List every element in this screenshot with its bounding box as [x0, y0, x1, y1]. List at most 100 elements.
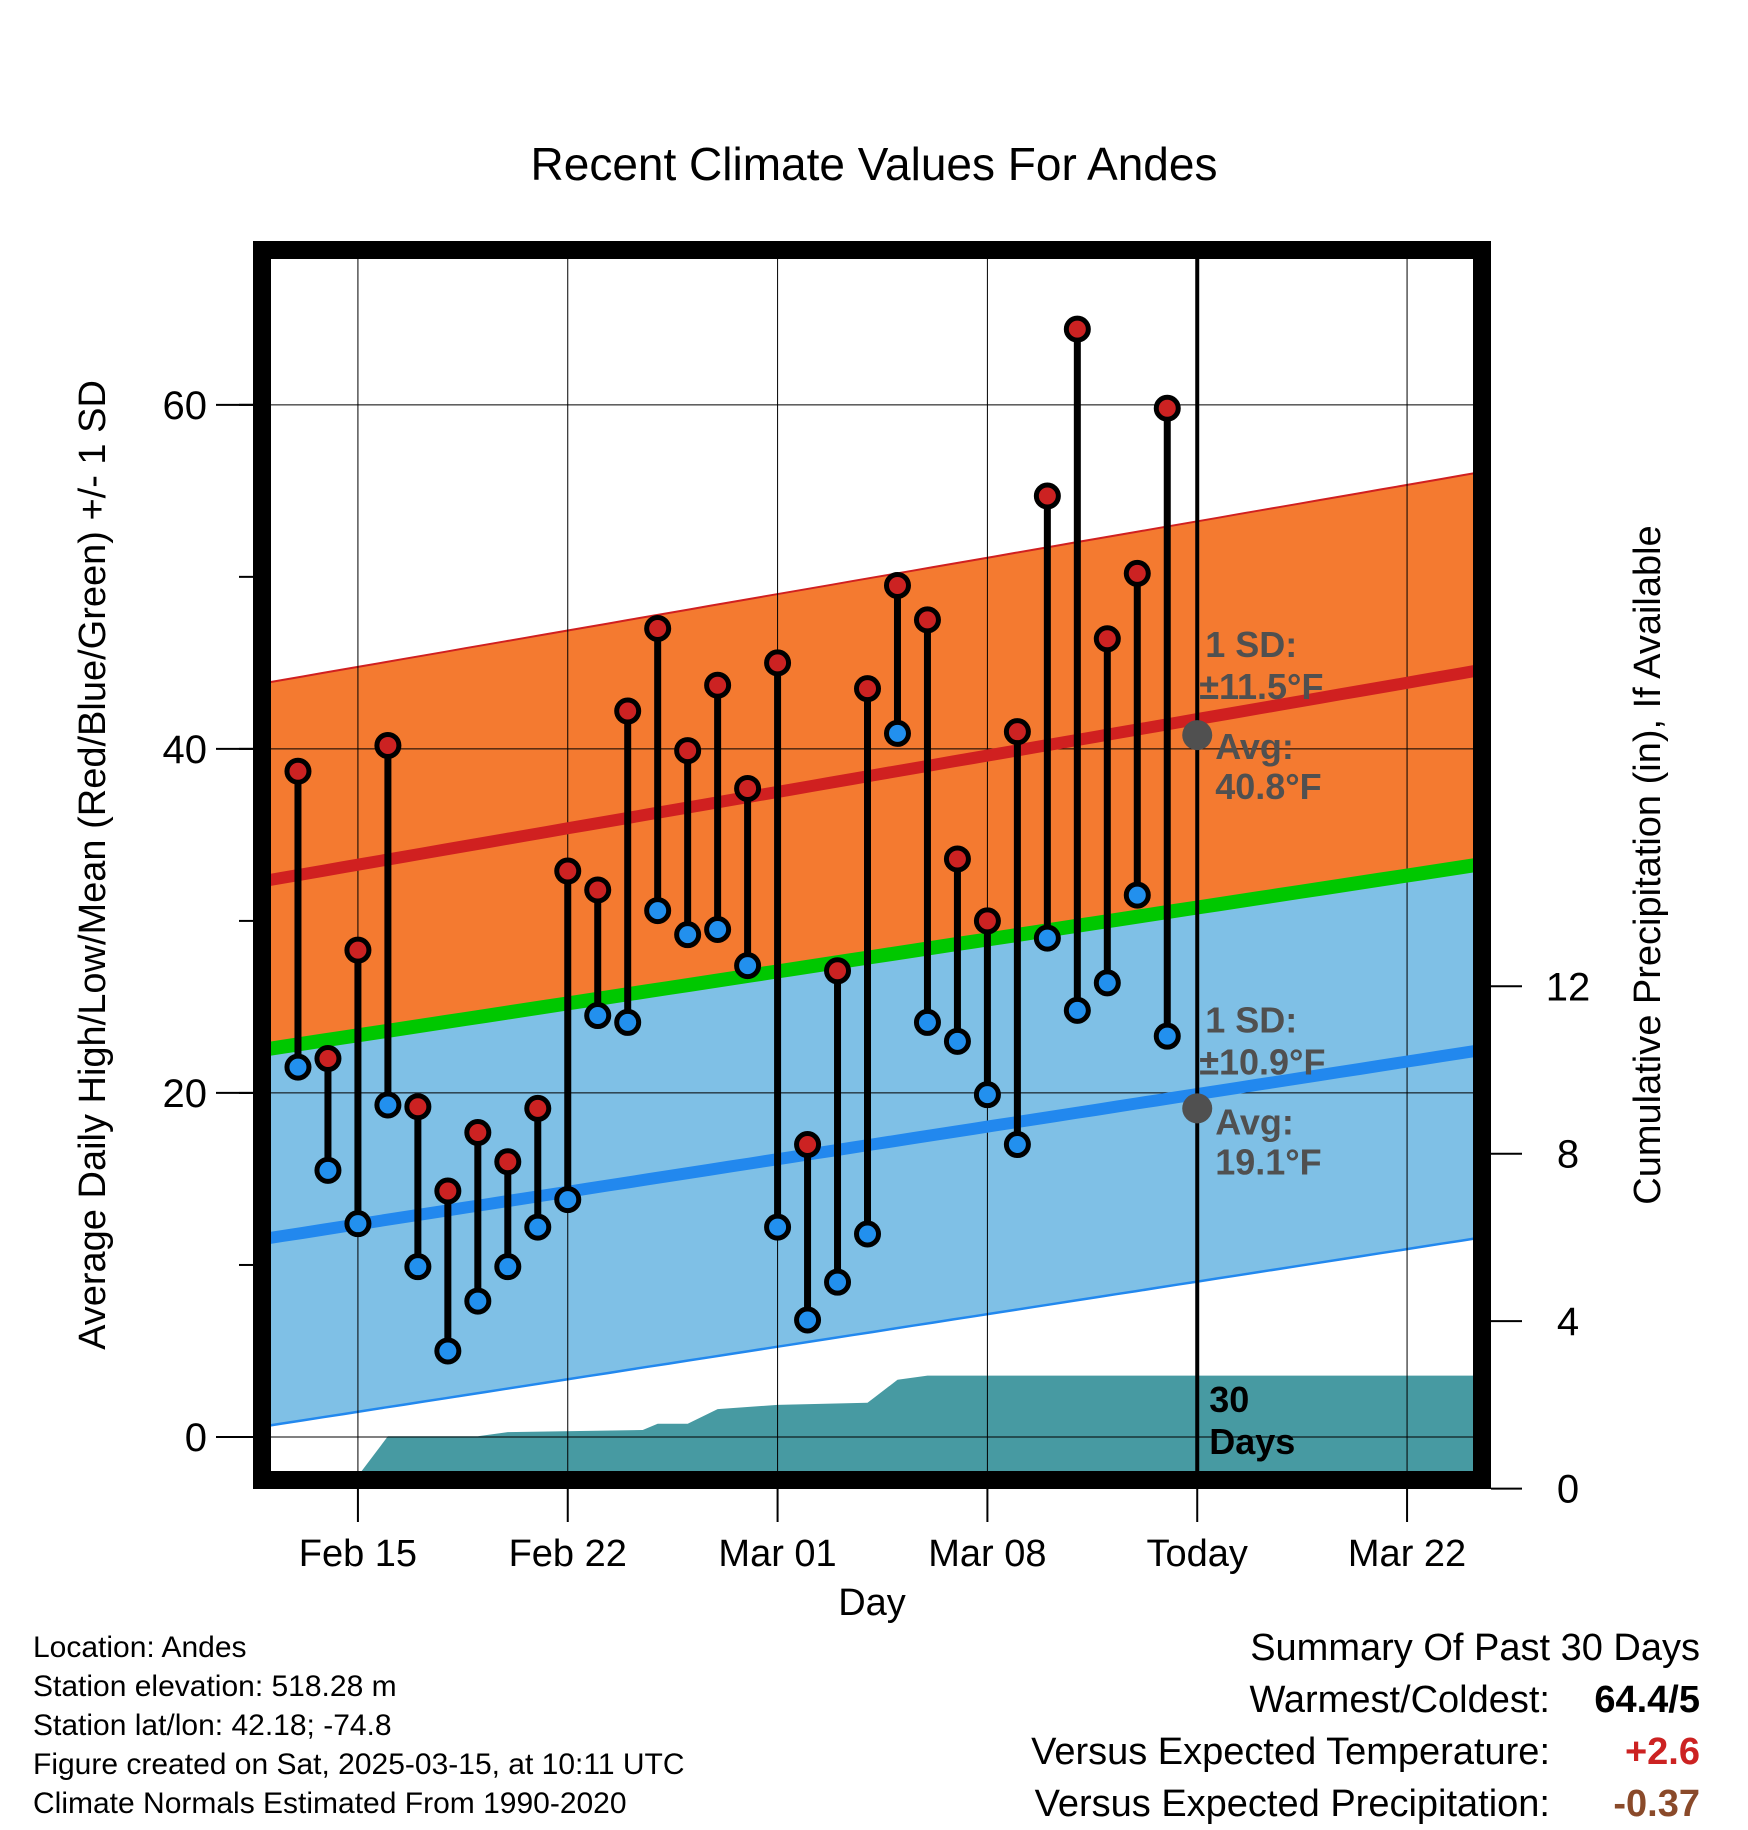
daily-high-point	[1093, 625, 1121, 653]
daily-high-point	[644, 614, 672, 642]
x-tick-label: Mar 22	[1348, 1533, 1466, 1575]
daily-high-point	[344, 936, 372, 964]
x-tick-label: Today	[1147, 1533, 1248, 1575]
daily-low-point	[1063, 996, 1091, 1024]
daily-high-point	[883, 571, 911, 599]
daily-high-point	[404, 1093, 432, 1121]
daily-low-point	[284, 1053, 312, 1081]
daily-high-point	[764, 649, 792, 677]
y-axis-label-left: Average Daily High/Low/Mean (Red/Blue/Gr…	[72, 380, 114, 1350]
y-tick-label: 40	[163, 728, 208, 772]
daily-high-point	[1003, 718, 1031, 746]
y-axis-label-right: Cumulative Precipitation (in), If Availa…	[1627, 525, 1669, 1204]
summary-temp-label: Versus Expected Temperature:	[1031, 1731, 1550, 1773]
daily-low-point	[854, 1220, 882, 1248]
daily-low-point	[584, 1002, 612, 1030]
daily-high-point	[374, 731, 402, 759]
daily-high-point	[704, 671, 732, 699]
high-sd-label: 1 SD:	[1205, 624, 1297, 665]
daily-high-point	[284, 757, 312, 785]
daily-low-point	[434, 1337, 462, 1365]
daily-high-point	[913, 606, 941, 634]
daily-high-point	[584, 876, 612, 904]
x-axis-label: Day	[838, 1582, 906, 1624]
daily-low-point	[913, 1008, 941, 1036]
daily-high-point	[494, 1148, 522, 1176]
daily-high-point	[434, 1177, 462, 1205]
high-normal-line	[262, 663, 1482, 888]
y-tick-label: 20	[163, 1072, 208, 1116]
daily-high-point	[1123, 559, 1151, 587]
y-tick-label: 0	[185, 1416, 207, 1460]
summary-warmest: Warmest/Coldest: 64.4/5	[1031, 1674, 1700, 1726]
days-count-label: 30	[1209, 1379, 1249, 1420]
daily-low-point	[494, 1253, 522, 1281]
days-word-label: Days	[1209, 1421, 1295, 1462]
low-avg-label: Avg:	[1215, 1101, 1294, 1142]
daily-high-point	[854, 675, 882, 703]
summary-precip-label: Versus Expected Precipitation:	[1034, 1783, 1550, 1825]
daily-high-point	[674, 737, 702, 765]
daily-high-point	[524, 1094, 552, 1122]
daily-low-point	[1033, 924, 1061, 952]
daily-low-point	[554, 1186, 582, 1214]
summary-temp-value: +2.6	[1624, 1731, 1700, 1773]
today-high-avg-point	[1182, 720, 1213, 751]
daily-high-point	[464, 1119, 492, 1147]
daily-low-point	[524, 1213, 552, 1241]
daily-low-point	[344, 1210, 372, 1238]
daily-low-point	[404, 1253, 432, 1281]
daily-low-point	[644, 897, 672, 925]
daily-high-point	[794, 1131, 822, 1159]
daily-low-point	[824, 1268, 852, 1296]
daily-low-point	[1003, 1131, 1031, 1159]
x-tick-label: Feb 22	[509, 1533, 627, 1575]
low-sd-value: ±10.9°F	[1199, 1041, 1325, 1082]
low-avg-value: 19.1°F	[1215, 1141, 1321, 1182]
plot-frame	[253, 241, 1491, 1489]
info-created: Figure created on Sat, 2025-03-15, at 10…	[33, 1748, 685, 1781]
summary-warmest-label: Warmest/Coldest:	[1249, 1679, 1550, 1721]
today-low-avg-point	[1182, 1093, 1213, 1124]
daily-low-point	[883, 719, 911, 747]
daily-low-point	[674, 921, 702, 949]
y-right-tick-label: 8	[1557, 1133, 1579, 1177]
high-avg-label: Avg:	[1215, 726, 1294, 767]
daily-high-point	[554, 857, 582, 885]
high-avg-value: 40.8°F	[1215, 766, 1321, 807]
daily-low-point	[1093, 969, 1121, 997]
daily-low-point	[734, 952, 762, 980]
info-latlon: Station lat/lon: 42.18; -74.8	[33, 1709, 392, 1742]
daily-low-point	[973, 1081, 1001, 1109]
high-sd-value: ±11.5°F	[1199, 666, 1323, 707]
precip-area	[262, 1375, 1482, 1480]
mean-normal-line	[262, 857, 1482, 1057]
chart-title: Recent Climate Values For Andes	[531, 138, 1218, 190]
daily-high-point	[943, 845, 971, 873]
low-sd-label: 1 SD:	[1205, 999, 1297, 1040]
info-normals: Climate Normals Estimated From 1990-2020	[33, 1787, 627, 1820]
y-right-tick-label: 4	[1557, 1300, 1579, 1344]
summary-panel: Summary Of Past 30 Days Warmest/Coldest:…	[1031, 1622, 1700, 1830]
summary-title: Summary Of Past 30 Days	[1250, 1627, 1700, 1669]
daily-high-point	[1063, 315, 1091, 343]
daily-high-point	[1153, 394, 1181, 422]
daily-high-point	[973, 907, 1001, 935]
daily-low-point	[614, 1008, 642, 1036]
daily-low-point	[1123, 881, 1151, 909]
daily-high-point	[314, 1045, 342, 1073]
daily-low-point	[704, 916, 732, 944]
daily-high-point	[824, 957, 852, 985]
y-right-tick-label: 12	[1546, 965, 1591, 1009]
summary-warmest-value: 64.4/5	[1594, 1679, 1700, 1721]
daily-high-point	[614, 697, 642, 725]
daily-low-point	[943, 1027, 971, 1055]
summary-precip: Versus Expected Precipitation: -0.37	[1031, 1778, 1700, 1830]
info-elevation: Station elevation: 518.28 m	[33, 1670, 397, 1703]
y-right-tick-label: 0	[1557, 1468, 1579, 1512]
daily-low-point	[374, 1091, 402, 1119]
summary-precip-value: -0.37	[1613, 1783, 1700, 1825]
daily-low-point	[764, 1213, 792, 1241]
daily-high-point	[734, 774, 762, 802]
y-tick-label: 60	[163, 384, 208, 428]
